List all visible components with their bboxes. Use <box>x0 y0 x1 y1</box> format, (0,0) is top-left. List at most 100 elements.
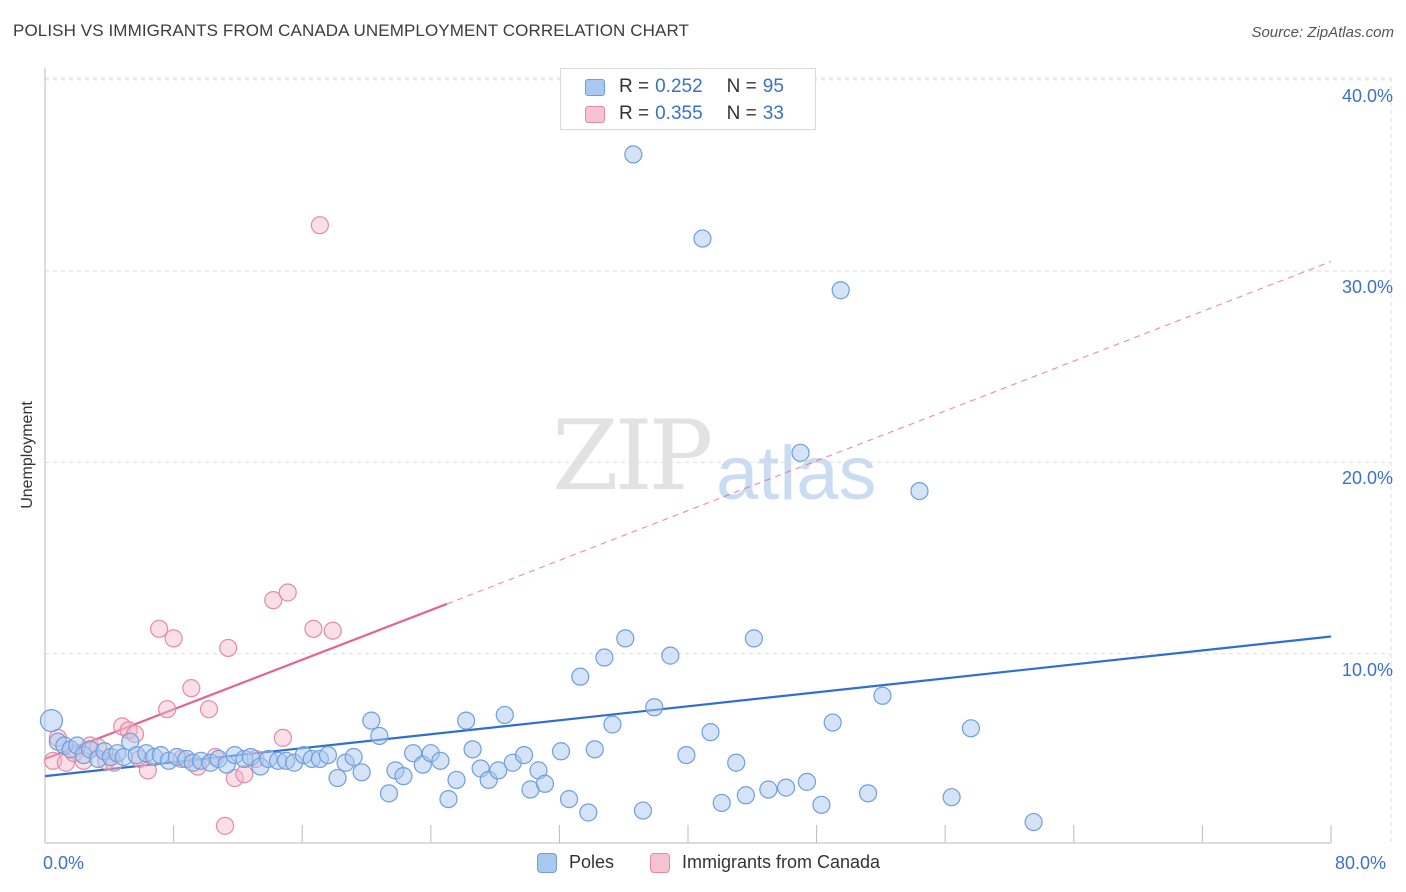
poles-point-94 <box>1024 812 1043 832</box>
stats-legend-row-poles: R = 0.252 N = 95 <box>585 75 784 99</box>
canada-point-15 <box>158 700 177 719</box>
canada-point-25 <box>235 765 254 784</box>
poles-point-53 <box>463 740 482 759</box>
y-tick-label-40: 40.0% <box>1341 86 1393 106</box>
poles-point-36 <box>318 745 338 765</box>
canada-n-value: 33 <box>762 103 784 124</box>
poles-point-91 <box>910 481 929 501</box>
poles-swatch <box>585 78 605 96</box>
poles-point-66 <box>579 803 598 822</box>
canada-point-16 <box>164 629 183 648</box>
poles-point-72 <box>633 801 653 820</box>
poles-point-68 <box>595 648 614 667</box>
canada-swatch <box>585 105 605 123</box>
poles-legend-swatch <box>537 852 557 873</box>
poles-point-50 <box>439 789 458 809</box>
canada-n-label: N = <box>726 103 757 124</box>
poles-point-87 <box>823 713 842 732</box>
poles-point-86 <box>812 795 831 814</box>
canada-point-22 <box>215 816 235 835</box>
canada-r-label: R = <box>619 103 650 124</box>
poles-point-69 <box>603 715 622 734</box>
poles-point-77 <box>701 723 720 742</box>
poles-point-82 <box>759 780 778 799</box>
canada-point-31 <box>310 216 329 235</box>
x-tick-label-max: 80.0% <box>1335 853 1387 873</box>
poles-point-85 <box>797 772 817 791</box>
canada-point-30 <box>304 619 323 638</box>
canada-legend-swatch <box>650 852 670 873</box>
poles-point-42 <box>370 726 389 746</box>
poles-trend-line <box>44 635 1332 778</box>
canada-point-20 <box>199 700 219 719</box>
poles-point-78 <box>712 793 731 813</box>
poles-point-49 <box>431 751 450 770</box>
poles-point-39 <box>344 747 363 767</box>
legend-item-poles[interactable]: Poles <box>537 852 614 873</box>
poles-point-45 <box>394 767 413 786</box>
poles-point-59 <box>514 745 534 765</box>
canada-point-28 <box>273 728 293 747</box>
canada-point-18 <box>182 679 201 698</box>
poles-point-73 <box>645 698 664 717</box>
axes <box>44 68 1332 844</box>
poles-point-37 <box>328 768 347 788</box>
poles-point-90 <box>873 686 892 705</box>
canada-r-value: 0.355 <box>655 103 703 124</box>
poles-point-0 <box>39 709 64 733</box>
poles-point-74 <box>661 646 680 665</box>
poles-r-value: 0.252 <box>655 76 703 97</box>
poles-point-79 <box>727 753 746 772</box>
canada-point-29 <box>278 583 297 602</box>
canada-point-14 <box>150 619 169 638</box>
poles-point-92 <box>942 788 961 807</box>
poles-point-62 <box>535 774 555 793</box>
poles-legend-label: Poles <box>569 852 615 872</box>
canada-point-32 <box>323 621 342 640</box>
y-tick-label-30: 30.0% <box>1341 277 1393 297</box>
poles-point-93 <box>961 719 981 738</box>
y-tick-label-10: 10.0% <box>1341 660 1393 680</box>
poles-point-88 <box>831 281 850 300</box>
canada-trend-extension <box>446 260 1332 605</box>
poles-n-value: 95 <box>762 76 784 97</box>
poles-n-label: N = <box>726 76 757 97</box>
poles-point-56 <box>489 761 508 780</box>
poles-point-51 <box>447 770 466 790</box>
poles-point-75 <box>677 745 696 765</box>
poles-point-76 <box>693 229 712 248</box>
poles-point-80 <box>736 786 755 805</box>
poles-point-43 <box>379 784 399 803</box>
poles-point-52 <box>457 711 476 730</box>
poles-point-65 <box>571 667 590 686</box>
poles-point-64 <box>559 789 579 809</box>
poles-points <box>39 145 1043 832</box>
canada-point-24 <box>225 768 244 788</box>
canada-point-23 <box>219 638 238 658</box>
stats-legend-row-canada: R = 0.355 N = 33 <box>585 102 784 126</box>
poles-r-label: R = <box>619 76 650 97</box>
trend-lines <box>44 260 1332 778</box>
poles-point-89 <box>858 784 878 803</box>
canada-trend-line <box>44 602 448 760</box>
source-label: Source: ZipAtlas.com <box>1251 24 1394 41</box>
y-tick-label-20: 20.0% <box>1341 468 1393 488</box>
poles-point-40 <box>352 763 371 782</box>
watermark-zip: ZIP <box>552 400 713 512</box>
canada-legend-label: Immigrants from Canada <box>682 852 881 872</box>
chart-title: POLISH VS IMMIGRANTS FROM CANADA UNEMPLO… <box>13 21 689 40</box>
series-legend: Poles Immigrants from Canada <box>0 852 1406 876</box>
legend-item-canada[interactable]: Immigrants from Canada <box>650 852 880 873</box>
poles-point-70 <box>616 629 635 648</box>
poles-point-63 <box>551 742 571 761</box>
x-tick-label-min: 0.0% <box>43 853 85 873</box>
poles-point-83 <box>776 778 796 797</box>
canada-point-27 <box>264 591 283 610</box>
poles-point-57 <box>495 705 514 725</box>
poles-point-84 <box>791 443 810 462</box>
poles-point-67 <box>585 740 604 759</box>
poles-point-81 <box>744 629 764 648</box>
stats-legend: R = 0.252 N = 95 R = 0.355 N = 33 <box>560 68 816 130</box>
poles-point-41 <box>362 711 381 730</box>
